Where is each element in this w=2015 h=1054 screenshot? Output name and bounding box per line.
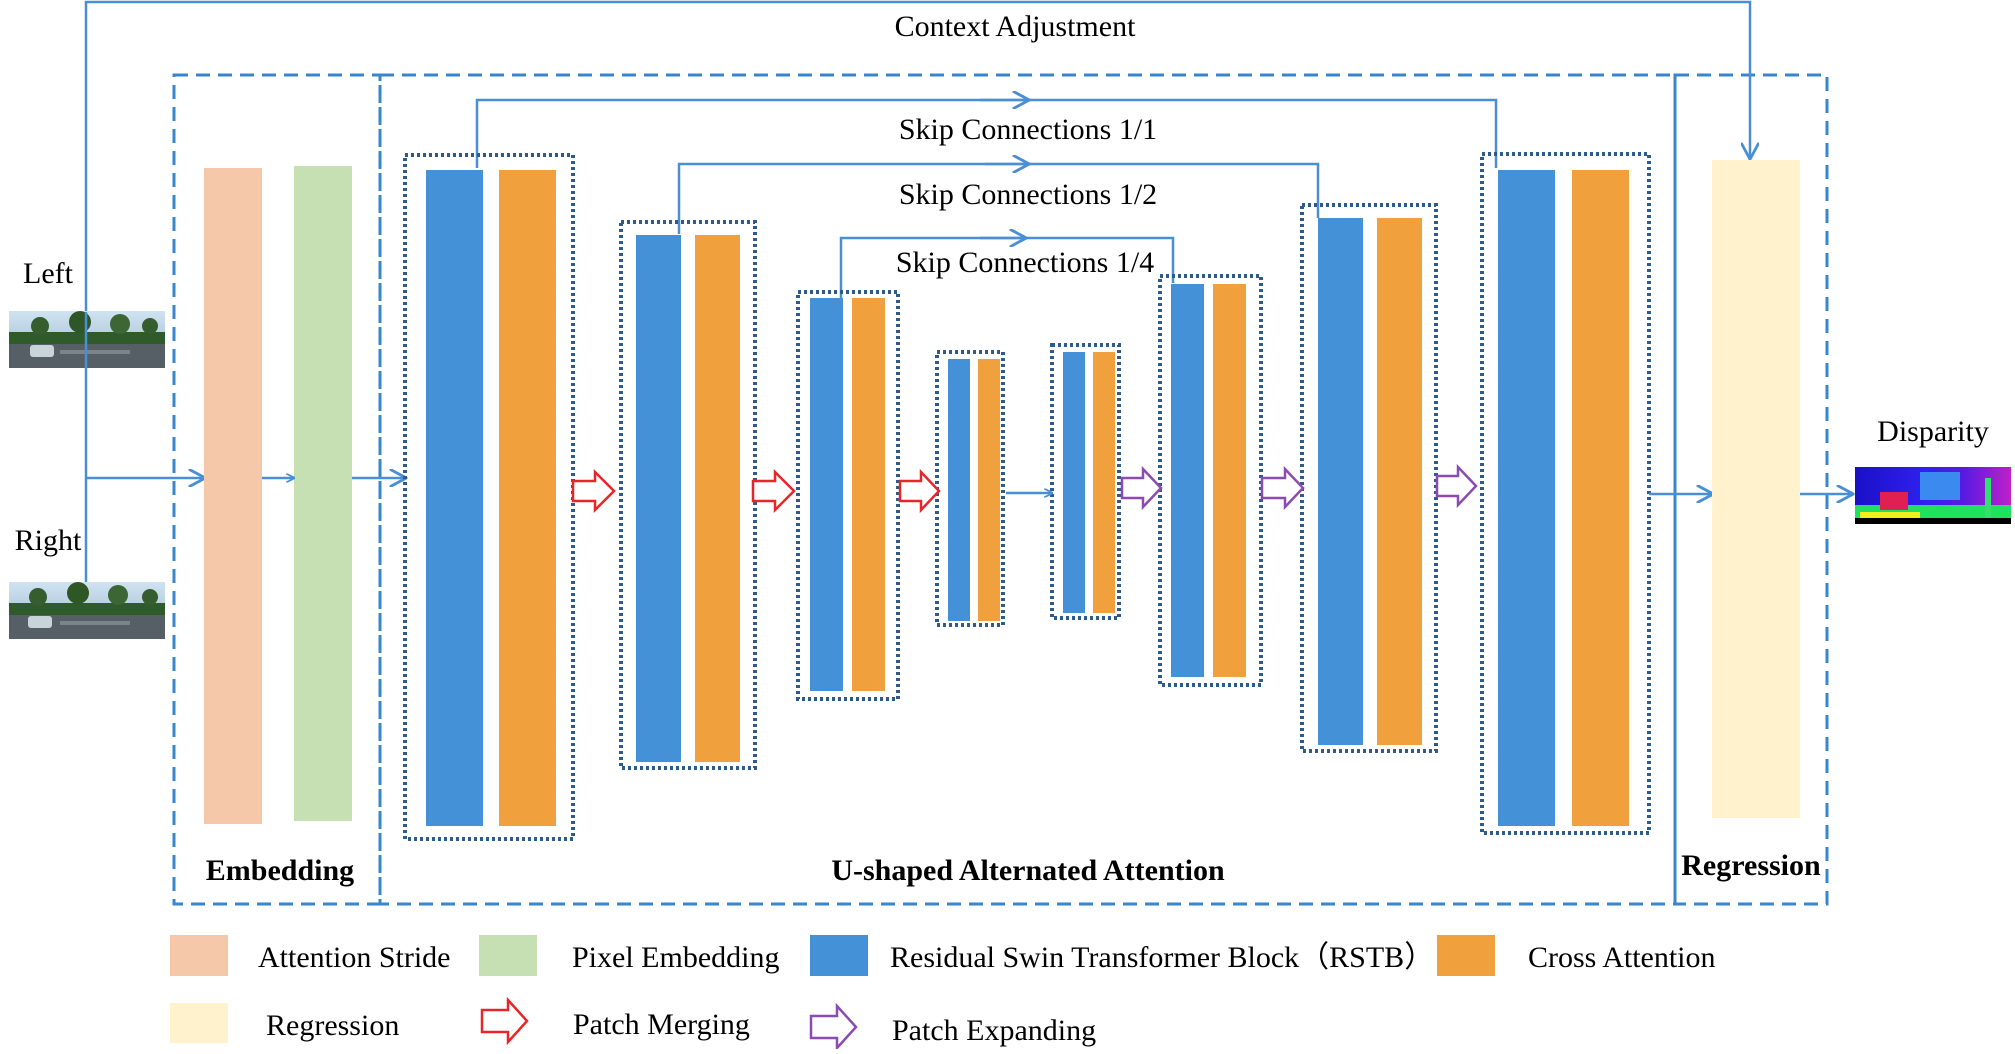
stage-6-dotted-box (1158, 274, 1263, 687)
disparity-map (1855, 467, 2011, 524)
embedding-label: Embedding (206, 854, 354, 887)
encoder-stage-2 (619, 220, 757, 770)
rstb-block (1171, 284, 1204, 677)
left-label: Left (23, 257, 74, 290)
legend-swatch-patch-merging (480, 996, 529, 1046)
patch-merging-arrow-2 (751, 468, 796, 514)
context-adjustment-label: Context Adjustment (895, 10, 1137, 43)
context-adjustment-line (84, 0, 1750, 312)
bottleneck-stage-a (935, 350, 1005, 627)
patch-expanding-arrow-3 (1435, 463, 1478, 509)
rstb-block (1498, 170, 1555, 826)
u-shaped-module-box (378, 73, 1677, 906)
rstb-block (810, 298, 843, 691)
cross-attention-block (1093, 352, 1115, 613)
regression-bar (1712, 160, 1800, 818)
attention-stride-bar (204, 168, 262, 824)
cross-attention-block (1572, 170, 1629, 826)
bottleneck-stage-b (1050, 343, 1121, 620)
rstb-block (636, 235, 681, 762)
pixel-embedding-bar (294, 166, 352, 821)
decoder-stage-2 (1300, 203, 1438, 753)
encoder-stage-1 (403, 153, 575, 841)
cross-attention-block (978, 359, 1000, 621)
cross-attention-block (1213, 284, 1246, 677)
right-label: Right (15, 524, 82, 557)
skip-1-1-label: Skip Connections 1/1 (899, 113, 1157, 146)
legend-swatch-cross-attention (1437, 935, 1495, 976)
cross-attention-block (1377, 218, 1422, 745)
legend-swatch-regression (170, 1003, 228, 1043)
legend-swatch-patch-expanding (809, 1002, 858, 1052)
legend-swatch-attention-stride (170, 935, 228, 976)
rstb-block (948, 359, 970, 621)
decoder-stage-1 (1158, 274, 1263, 687)
legend-label-attention-stride: Attention Stride (258, 941, 450, 974)
patch-expanding-arrow-2 (1260, 465, 1305, 511)
skip-1-4-label: Skip Connections 1/4 (896, 246, 1154, 279)
legend-swatch-rstb (810, 935, 868, 976)
legend: Attention Stride Pixel Embedding Residua… (170, 935, 1716, 1052)
legend-label-cross-attention: Cross Attention (1528, 941, 1716, 974)
decoder-stage-3 (1480, 152, 1651, 835)
legend-label-pixel-embedding: Pixel Embedding (572, 941, 779, 974)
rstb-block (426, 170, 483, 826)
stage-5-dotted-box (1050, 343, 1121, 620)
stage-3-dotted-box (796, 290, 900, 701)
legend-label-patch-merging: Patch Merging (573, 1008, 750, 1041)
u-shaped-label: U-shaped Alternated Attention (831, 854, 1225, 887)
patch-merging-arrow-3 (898, 468, 941, 514)
cross-attention-block (695, 235, 740, 762)
legend-label-rstb: Residual Swin Transformer Block（RSTB） (890, 941, 1434, 974)
legend-label-patch-expanding: Patch Expanding (892, 1014, 1096, 1047)
cross-attention-block (499, 170, 556, 826)
legend-label-regression: Regression (266, 1009, 399, 1042)
cross-attention-block (852, 298, 885, 691)
right-image (9, 582, 165, 639)
patch-expanding-arrow-1 (1120, 465, 1163, 511)
legend-swatch-pixel-embedding (479, 935, 537, 976)
regression-label: Regression (1681, 849, 1821, 882)
encoder-stage-3 (796, 290, 900, 701)
patch-merging-arrow-1 (571, 468, 616, 514)
rstb-block (1318, 218, 1363, 745)
disparity-label: Disparity (1877, 415, 1989, 448)
stage-7-dotted-box (1300, 203, 1438, 753)
stage-2-dotted-box (619, 220, 757, 770)
rstb-block (1063, 352, 1085, 613)
skip-1-2-label: Skip Connections 1/2 (899, 178, 1157, 211)
